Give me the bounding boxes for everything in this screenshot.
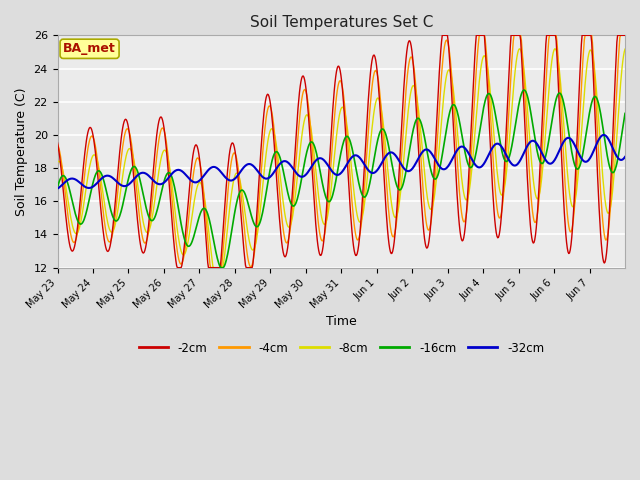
Title: Soil Temperatures Set C: Soil Temperatures Set C: [250, 15, 433, 30]
Text: BA_met: BA_met: [63, 42, 116, 55]
Legend: -2cm, -4cm, -8cm, -16cm, -32cm: -2cm, -4cm, -8cm, -16cm, -32cm: [134, 337, 548, 360]
X-axis label: Time: Time: [326, 315, 356, 328]
Y-axis label: Soil Temperature (C): Soil Temperature (C): [15, 87, 28, 216]
